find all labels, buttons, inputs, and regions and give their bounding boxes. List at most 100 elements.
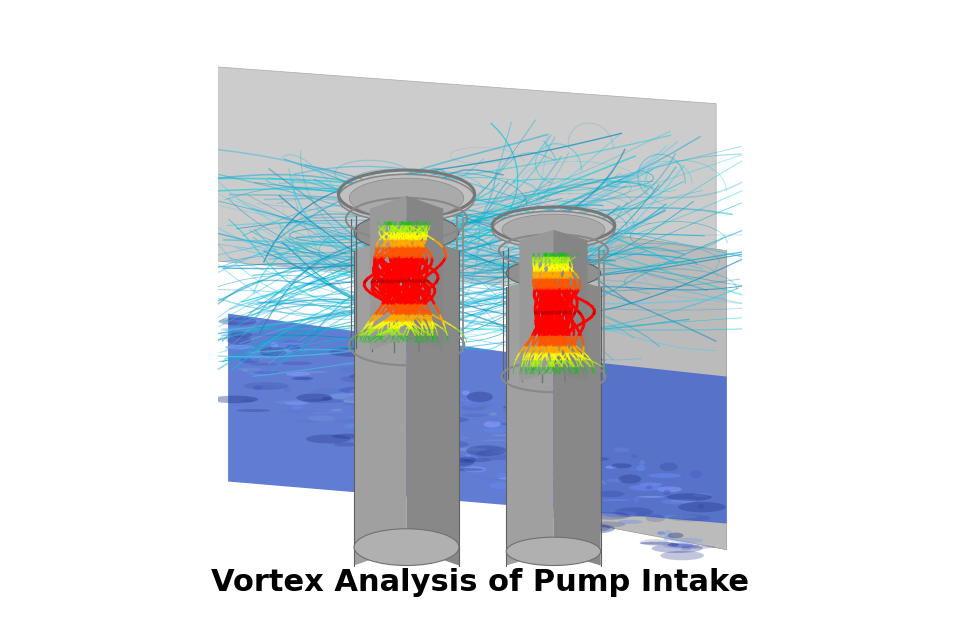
Ellipse shape — [667, 493, 711, 501]
Polygon shape — [554, 273, 601, 566]
Ellipse shape — [375, 444, 394, 446]
Ellipse shape — [614, 447, 630, 452]
Ellipse shape — [343, 399, 364, 403]
Ellipse shape — [491, 418, 497, 424]
Ellipse shape — [360, 407, 395, 410]
Ellipse shape — [513, 460, 537, 469]
Ellipse shape — [331, 409, 343, 411]
Ellipse shape — [503, 404, 544, 410]
Ellipse shape — [340, 375, 393, 383]
Ellipse shape — [521, 412, 533, 415]
Ellipse shape — [576, 490, 595, 497]
Ellipse shape — [645, 515, 665, 522]
Ellipse shape — [432, 452, 448, 459]
Ellipse shape — [302, 376, 311, 383]
Ellipse shape — [383, 444, 402, 451]
Ellipse shape — [292, 406, 302, 409]
Polygon shape — [554, 230, 588, 382]
Ellipse shape — [465, 403, 482, 408]
Ellipse shape — [361, 380, 377, 385]
Ellipse shape — [562, 460, 600, 463]
Ellipse shape — [551, 468, 583, 472]
Ellipse shape — [662, 543, 700, 548]
Ellipse shape — [554, 436, 581, 442]
Ellipse shape — [372, 391, 391, 398]
Ellipse shape — [211, 396, 258, 403]
Ellipse shape — [380, 401, 413, 408]
Polygon shape — [370, 196, 406, 350]
Ellipse shape — [374, 388, 400, 394]
Ellipse shape — [605, 466, 617, 468]
Ellipse shape — [260, 347, 286, 357]
Ellipse shape — [614, 508, 653, 517]
Ellipse shape — [677, 506, 697, 512]
Ellipse shape — [639, 460, 645, 465]
Ellipse shape — [454, 468, 484, 471]
Polygon shape — [218, 67, 716, 303]
Ellipse shape — [462, 390, 469, 395]
Ellipse shape — [339, 387, 373, 393]
Ellipse shape — [458, 456, 476, 463]
Ellipse shape — [332, 434, 364, 439]
Ellipse shape — [442, 407, 447, 411]
Ellipse shape — [525, 436, 546, 442]
Ellipse shape — [312, 388, 341, 394]
Ellipse shape — [322, 397, 332, 401]
Ellipse shape — [660, 551, 704, 560]
Ellipse shape — [483, 451, 512, 455]
Polygon shape — [406, 232, 459, 566]
Ellipse shape — [236, 409, 271, 412]
Ellipse shape — [297, 420, 323, 422]
Ellipse shape — [267, 345, 301, 347]
Ellipse shape — [637, 496, 664, 498]
Ellipse shape — [657, 531, 665, 535]
Ellipse shape — [363, 425, 408, 428]
Ellipse shape — [438, 413, 459, 416]
Polygon shape — [228, 314, 727, 524]
Ellipse shape — [657, 486, 682, 492]
Ellipse shape — [242, 369, 249, 372]
Ellipse shape — [406, 413, 420, 419]
Ellipse shape — [292, 377, 313, 380]
Ellipse shape — [681, 547, 691, 550]
Ellipse shape — [490, 412, 497, 415]
Ellipse shape — [358, 436, 373, 442]
Ellipse shape — [575, 435, 589, 440]
Ellipse shape — [276, 349, 311, 352]
Ellipse shape — [275, 385, 280, 387]
Ellipse shape — [639, 541, 675, 545]
Ellipse shape — [600, 499, 630, 501]
Ellipse shape — [344, 424, 363, 429]
Ellipse shape — [556, 484, 589, 488]
Ellipse shape — [529, 438, 548, 442]
Ellipse shape — [340, 362, 358, 365]
Ellipse shape — [506, 537, 601, 566]
Ellipse shape — [456, 447, 487, 451]
Ellipse shape — [498, 477, 526, 479]
Ellipse shape — [564, 442, 570, 448]
Ellipse shape — [271, 342, 278, 349]
Ellipse shape — [562, 506, 574, 513]
Ellipse shape — [503, 461, 511, 468]
Ellipse shape — [606, 479, 623, 483]
Ellipse shape — [360, 363, 375, 369]
Ellipse shape — [634, 497, 639, 502]
Ellipse shape — [663, 490, 671, 495]
Ellipse shape — [243, 355, 279, 360]
Ellipse shape — [362, 416, 381, 423]
Ellipse shape — [389, 422, 397, 428]
Ellipse shape — [573, 524, 614, 534]
Ellipse shape — [248, 370, 277, 376]
Ellipse shape — [502, 214, 605, 245]
Ellipse shape — [283, 342, 304, 345]
Ellipse shape — [230, 332, 252, 338]
Ellipse shape — [509, 436, 536, 442]
Ellipse shape — [640, 539, 669, 546]
Ellipse shape — [668, 532, 684, 538]
Ellipse shape — [327, 409, 343, 413]
Ellipse shape — [306, 435, 350, 444]
Ellipse shape — [557, 426, 591, 432]
Ellipse shape — [516, 434, 540, 437]
Ellipse shape — [284, 386, 291, 392]
Ellipse shape — [363, 430, 405, 440]
